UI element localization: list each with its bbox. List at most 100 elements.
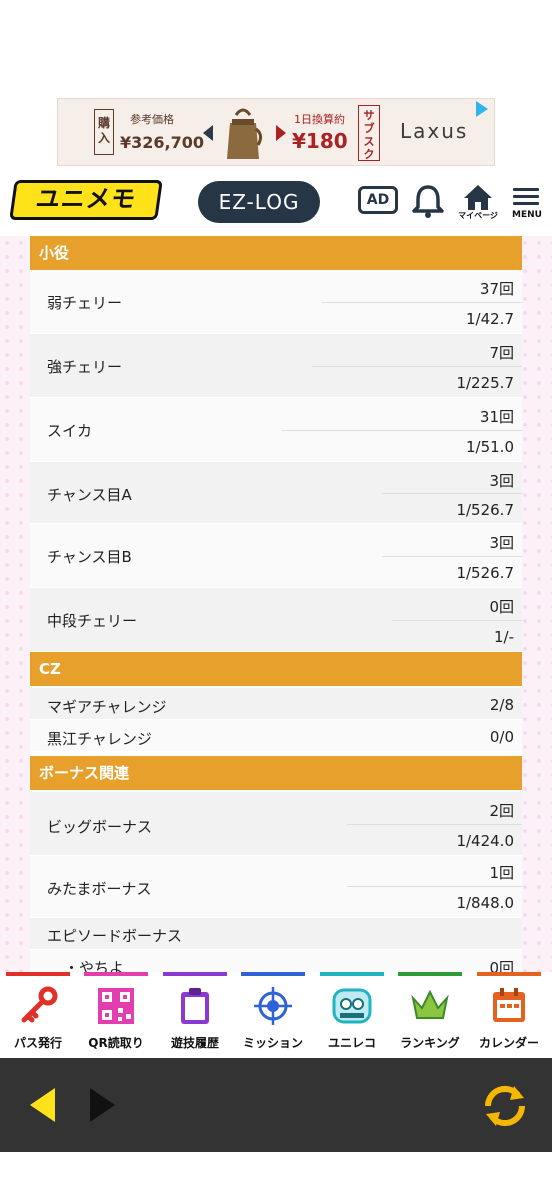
bell-icon[interactable]	[410, 183, 446, 219]
menu-icon-bar	[513, 195, 539, 198]
nav-label: ミッション	[242, 1036, 303, 1050]
forward-arrow-icon[interactable]	[90, 1088, 115, 1122]
row-label: スイカ	[47, 422, 93, 440]
nav-item-unireco[interactable]: ユニレコ	[316, 972, 388, 1058]
calendar-icon	[493, 988, 525, 1022]
row-label: 黒江チャレンジ	[47, 730, 152, 748]
row-probability: 1/526.7	[456, 501, 514, 519]
ad-daily-price: ¥180	[292, 129, 348, 153]
stat-row: チャンス目A 3回 1/526.7	[30, 462, 522, 524]
row-count: 1回	[489, 864, 514, 882]
row-label: チャンス目B	[47, 548, 132, 566]
nav-color-bar	[84, 972, 148, 976]
nav-label: パス発行	[13, 1036, 62, 1050]
stat-row: みたまボーナス 1回 1/848.0	[30, 856, 522, 918]
refresh-icon[interactable]	[478, 1082, 532, 1130]
nav-color-bar	[241, 972, 305, 976]
stat-row: スイカ 31回 1/51.0	[30, 398, 522, 462]
nav-label: カレンダー	[478, 1036, 539, 1050]
triangle-left-icon	[203, 125, 213, 141]
menu-button[interactable]: MENU	[510, 186, 544, 222]
status-area	[0, 0, 552, 96]
clipboard-icon	[181, 988, 209, 1024]
ad-reference-price: ¥326,700	[120, 133, 205, 152]
row-label: 強チェリー	[47, 358, 123, 376]
row-count: 3回	[489, 534, 514, 552]
stat-row: マギアチャレンジ 2/8	[30, 688, 522, 720]
nav-label: 遊技履歴	[170, 1036, 219, 1050]
stat-row: ビッグボーナス 2回 1/424.0	[30, 792, 522, 856]
back-arrow-icon[interactable]	[30, 1088, 55, 1122]
menu-label: MENU	[512, 210, 542, 220]
crown-icon	[411, 989, 449, 1019]
ad-button[interactable]: AD	[358, 186, 398, 214]
app-logo[interactable]: ユニメモ	[9, 180, 163, 220]
row-label: ビッグボーナス	[47, 818, 153, 836]
ezlog-button[interactable]: EZ-LOG	[198, 181, 320, 223]
stat-row: チャンス目B 3回 1/526.7	[30, 524, 522, 588]
home-icon	[464, 185, 492, 210]
triangle-right-icon	[276, 125, 286, 141]
row-value: 2/8	[489, 696, 514, 714]
row-count: 7回	[489, 344, 514, 362]
row-probability: 1/-	[493, 628, 514, 646]
stat-row: ・やちよ 0回	[30, 950, 522, 972]
bottom-nav: パス発行 QR読取り 遊技履歴 ミッション	[0, 972, 552, 1058]
stat-row: エピソードボーナス	[30, 918, 522, 950]
unireco-icon	[332, 988, 372, 1024]
nav-item-mission[interactable]: ミッション	[237, 972, 309, 1058]
ad-subscription-label: サブスク	[358, 105, 380, 161]
nav-item-history[interactable]: 遊技履歴	[159, 972, 231, 1058]
row-count: 0回	[489, 959, 514, 972]
nav-color-bar	[398, 972, 462, 976]
row-divider	[392, 620, 522, 621]
nav-item-ranking[interactable]: ランキング	[394, 972, 466, 1058]
stat-row: 中段チェリー 0回 1/-	[30, 588, 522, 652]
handbag-icon	[227, 108, 263, 159]
row-probability: 1/225.7	[456, 374, 514, 392]
row-probability: 1/424.0	[456, 832, 514, 850]
nav-label: ランキング	[400, 1036, 460, 1050]
ad-buy-label: 購入	[94, 109, 114, 155]
ad-choices-icon[interactable]	[476, 101, 488, 117]
ad-banner[interactable]: 購入 参考価格 ¥326,700 1日換算約 ¥180 サブスク Laxus	[57, 98, 495, 166]
key-icon	[21, 986, 58, 1023]
row-divider	[322, 302, 522, 303]
nav-label: ユニレコ	[327, 1036, 376, 1050]
qr-code-icon	[98, 988, 134, 1024]
menu-icon-bar	[513, 202, 539, 205]
row-label: チャンス目A	[47, 486, 132, 504]
mypage-label: マイページ	[458, 211, 498, 220]
ad-daily-label: 1日換算約	[294, 113, 345, 126]
row-divider	[382, 556, 522, 557]
row-label: エピソードボーナス	[47, 927, 183, 945]
mypage-button[interactable]: マイページ	[458, 183, 498, 223]
row-count: 3回	[489, 472, 514, 490]
browser-toolbar	[0, 1058, 552, 1152]
row-divider	[282, 430, 522, 431]
nav-item-pass[interactable]: パス発行	[2, 972, 74, 1058]
row-count: 31回	[479, 408, 514, 426]
row-count: 0回	[489, 598, 514, 616]
row-value: 0/0	[489, 728, 514, 746]
nav-color-bar	[163, 972, 227, 976]
row-probability: 1/848.0	[456, 894, 514, 912]
section-header-cz: CZ	[30, 652, 522, 686]
nav-item-calendar[interactable]: カレンダー	[473, 972, 545, 1058]
nav-color-bar	[320, 972, 384, 976]
menu-icon	[513, 188, 539, 191]
nav-item-qr[interactable]: QR読取り	[80, 972, 152, 1058]
row-label: 弱チェリー	[47, 294, 123, 312]
data-panel: 小役 弱チェリー 37回 1/42.7 強チェリー 7回 1/225.7 スイカ…	[30, 236, 522, 972]
nav-color-bar	[477, 972, 541, 976]
ad-reference-label: 参考価格	[130, 113, 174, 126]
row-divider	[312, 366, 522, 367]
row-label: みたまボーナス	[47, 880, 152, 898]
nav-label: QR読取り	[88, 1036, 144, 1050]
stat-row: 弱チェリー 37回 1/42.7	[30, 270, 522, 334]
row-label: マギアチャレンジ	[47, 698, 167, 716]
section-header-small-roles: 小役	[30, 236, 522, 270]
section-header-bonus: ボーナス関連	[30, 756, 522, 790]
row-probability: 1/51.0	[466, 438, 514, 456]
row-divider	[382, 493, 522, 494]
